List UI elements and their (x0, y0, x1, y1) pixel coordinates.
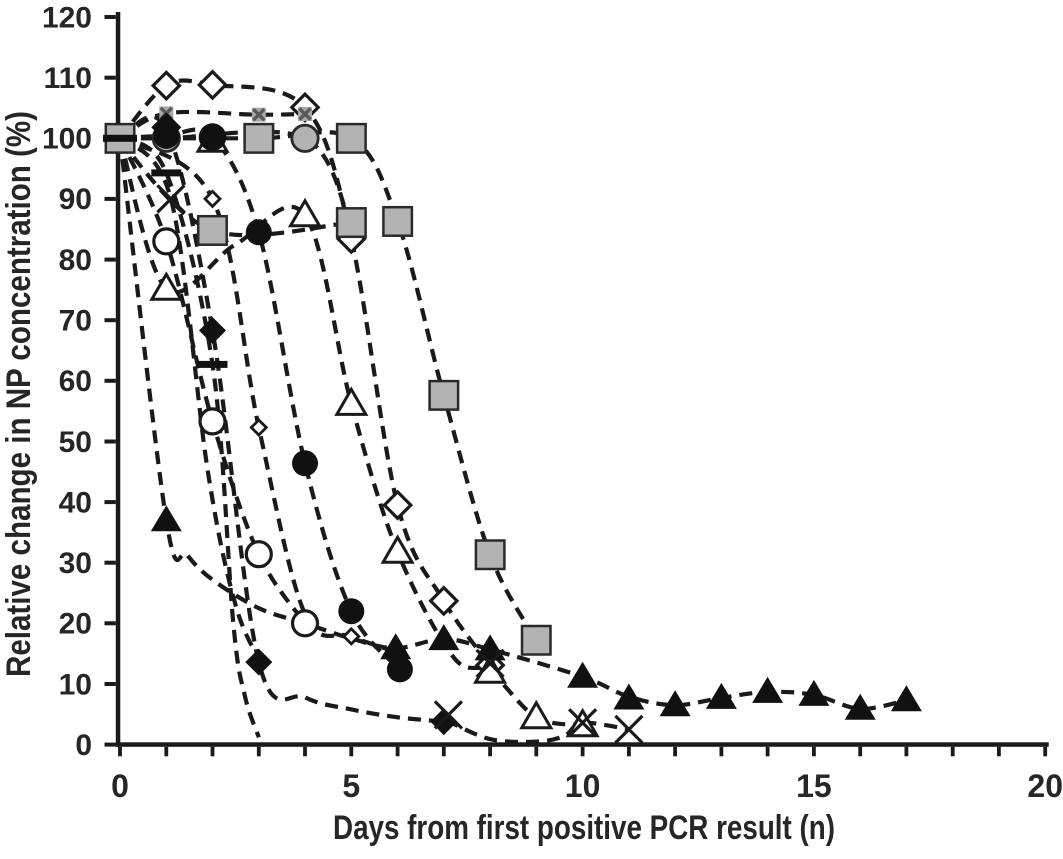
svg-text:120: 120 (42, 1, 92, 34)
svg-text:30: 30 (59, 547, 92, 580)
svg-text:5: 5 (342, 768, 360, 804)
svg-text:10: 10 (565, 768, 601, 804)
svg-text:110: 110 (44, 62, 92, 95)
svg-text:40: 40 (59, 486, 92, 519)
svg-text:20: 20 (59, 608, 92, 641)
svg-text:60: 60 (59, 365, 92, 398)
svg-text:20: 20 (1027, 768, 1063, 804)
svg-text:50: 50 (59, 426, 92, 459)
svg-text:90: 90 (59, 183, 92, 216)
svg-text:0: 0 (75, 729, 92, 762)
svg-text:80: 80 (59, 244, 92, 277)
svg-text:Days from first positive PCR r: Days from first positive PCR result (n) (333, 809, 835, 847)
svg-text:15: 15 (796, 768, 832, 804)
svg-text:10: 10 (59, 668, 92, 701)
svg-text:100: 100 (42, 123, 92, 156)
svg-text:70: 70 (59, 305, 92, 338)
svg-text:0: 0 (111, 768, 129, 804)
svg-text:Relative change in NP concentr: Relative change in NP concentration (%) (0, 111, 38, 677)
